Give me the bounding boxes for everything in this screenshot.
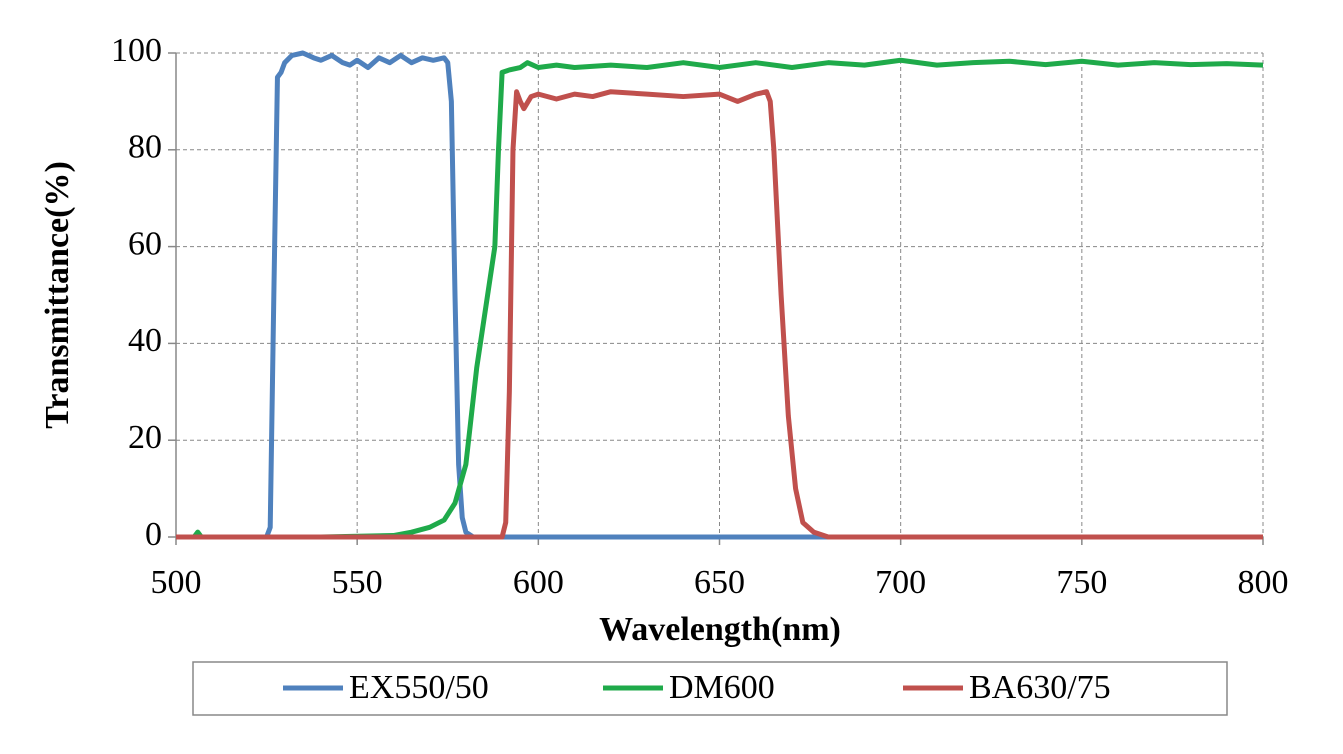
x-tick-label: 600 [513, 564, 564, 601]
x-tick-label: 650 [694, 564, 745, 601]
line-series [176, 50, 1263, 540]
legend-box [192, 661, 1228, 716]
x-tick-label: 700 [875, 564, 926, 601]
y-tick-label: 40 [128, 322, 162, 359]
line-series [176, 89, 1263, 540]
legend-label: BA630/75 [969, 669, 1111, 706]
x-axis-title: Wavelength(nm) [599, 611, 841, 648]
y-tick-label: 60 [128, 225, 162, 262]
x-tick-label: 800 [1238, 564, 1289, 601]
y-axis-title: Transmittance(%) [39, 161, 76, 429]
legend-label: EX550/50 [349, 669, 489, 706]
legend-label: DM600 [669, 669, 775, 706]
x-tick-label: 750 [1056, 564, 1107, 601]
x-tick-label: 550 [332, 564, 383, 601]
y-tick-label: 0 [145, 516, 162, 553]
line-series [176, 57, 1264, 540]
y-tick-label: 80 [128, 129, 162, 166]
y-tick-label: 20 [128, 419, 162, 456]
y-tick-label: 100 [111, 32, 162, 69]
x-tick-label: 500 [151, 564, 202, 601]
